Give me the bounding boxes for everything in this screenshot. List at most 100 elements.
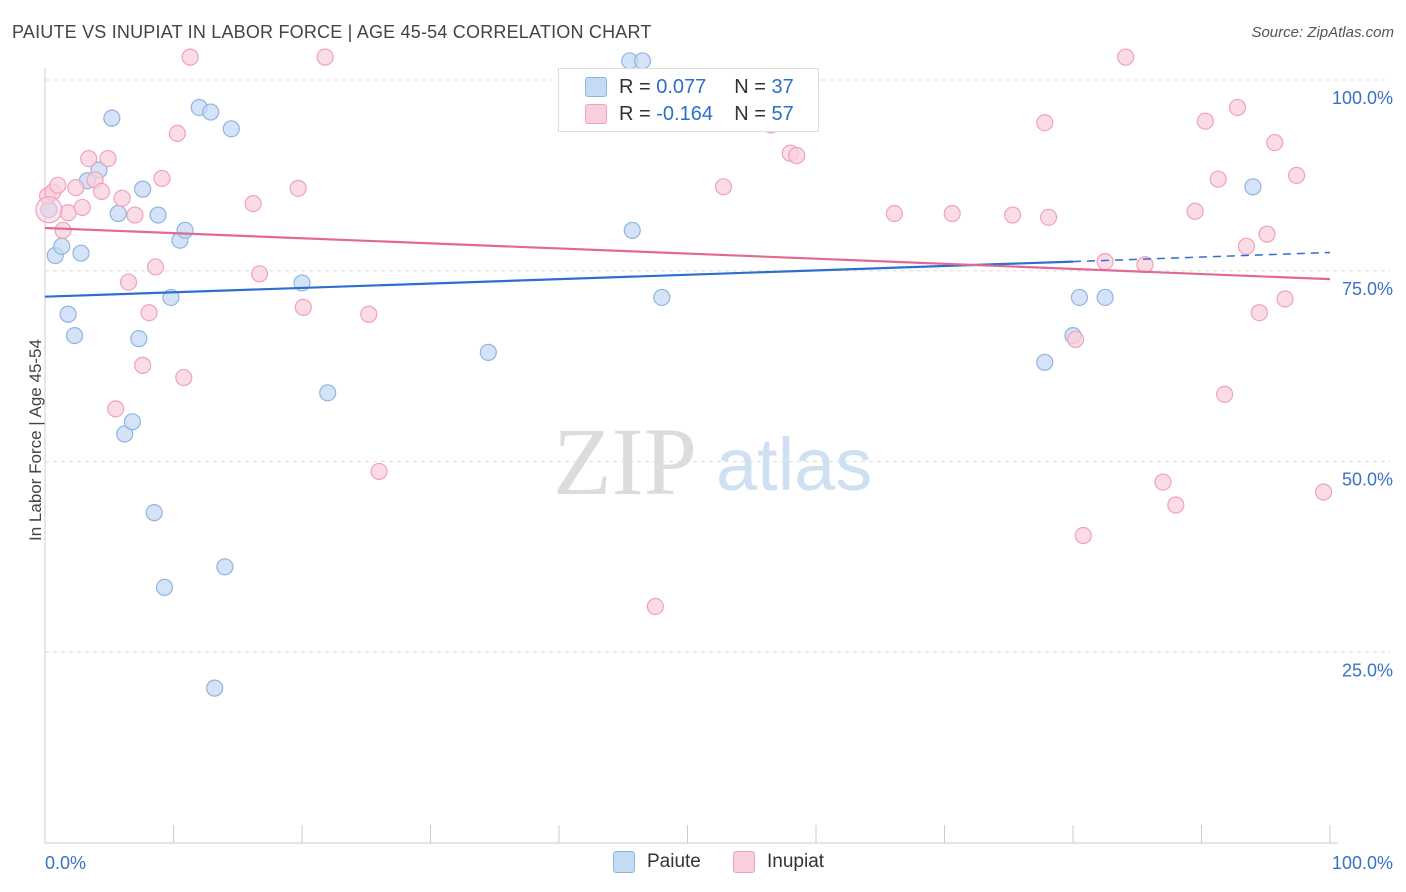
inupiat-point-41 [1096, 252, 1114, 271]
inupiat-point-34 [885, 204, 903, 223]
paiute-swatch [585, 77, 607, 97]
paiute-point-10 [116, 425, 134, 443]
paiute-point-26 [319, 384, 337, 402]
y-axis-label: In Labor Force | Age 45-54 [26, 339, 45, 541]
inupiat-point-27 [360, 305, 378, 323]
paiute-point-9 [109, 204, 127, 223]
inupiat-point-21 [181, 48, 199, 66]
inupiat-point-38 [1039, 208, 1058, 226]
inupiat-point-30 [714, 178, 733, 196]
paiute-point-16 [155, 578, 174, 596]
inupiat-point-49 [1216, 385, 1234, 403]
inupiat-point-50 [1228, 98, 1247, 117]
inupiat-point-11 [107, 400, 125, 418]
inupiat-point-46 [1186, 202, 1204, 220]
inupiat-point-35 [943, 204, 961, 223]
inupiat-point-12 [113, 189, 131, 207]
y-tick-label-100: 100.0% [1332, 88, 1393, 108]
tick-labels: 25.0% 50.0% 75.0% 100.0% 0.0% 100.0% [45, 88, 1393, 873]
inupiat-point-26 [316, 48, 334, 66]
inupiat-point-large [35, 196, 63, 224]
inupiat-point-54 [1266, 133, 1284, 152]
paiute-point-21 [202, 103, 220, 121]
inupiat-n-value: 57 [771, 102, 794, 125]
inupiat-point-18 [153, 169, 171, 188]
paiute-legend-swatch [613, 851, 635, 873]
inupiat-point-15 [134, 356, 152, 374]
inupiat-legend-swatch [733, 851, 755, 873]
inupiat-point-2 [49, 176, 67, 194]
paiute-point-15 [149, 206, 167, 224]
inupiat-point-24 [289, 179, 307, 197]
y-axis-label-wrap: In Labor Force | Age 45-54 [16, 310, 46, 570]
inupiat-point-45 [1167, 496, 1185, 514]
y-tick-label-25: 25.0% [1342, 660, 1393, 680]
paiute-point-2 [53, 237, 71, 255]
inupiat-point-36 [1004, 206, 1022, 224]
paiute-point-34 [1244, 178, 1262, 196]
inupiat-point-48 [1209, 170, 1227, 188]
watermark: ZIP atlas [553, 408, 872, 515]
inupiat-point-22 [244, 195, 262, 213]
paiute-point-4 [65, 327, 84, 345]
inupiat-point-37 [1036, 114, 1054, 132]
paiute-point-13 [134, 180, 152, 198]
inupiat-point-56 [1287, 166, 1306, 184]
inupiat-swatch [585, 104, 607, 124]
x-tick-label-min: 0.0% [45, 853, 86, 873]
inupiat-point-53 [1258, 225, 1276, 243]
inupiat-point-29 [646, 597, 664, 616]
inupiat-trend-line [44, 226, 1331, 281]
watermark-atlas: atlas [716, 423, 872, 506]
paiute-point-23 [216, 558, 234, 576]
legend-item-inupiat[interactable]: Inupiat [733, 851, 824, 873]
inupiat-point-57 [1314, 483, 1333, 501]
trend-lines [44, 226, 1331, 298]
y-tick-label-50: 50.0% [1342, 470, 1393, 490]
gridlines [45, 79, 1390, 653]
watermark-zip: ZIP [553, 408, 697, 515]
inupiat-point-3 [54, 221, 72, 239]
inupiat-point-42 [1117, 48, 1135, 66]
paiute-point-29 [653, 288, 671, 307]
paiute-n-value: 37 [771, 75, 794, 98]
paiute-point-24 [222, 120, 240, 138]
inupiat-point-52 [1250, 304, 1268, 322]
inupiat-point-39 [1066, 330, 1085, 349]
inupiat-point-5 [67, 178, 85, 197]
x-tick-label-max: 100.0% [1332, 853, 1393, 873]
paiute-point-22 [206, 679, 224, 697]
legend-item-paiute[interactable]: Paiute [613, 851, 701, 873]
inupiat-n-label: N = [734, 102, 772, 125]
data-points [35, 48, 1333, 697]
inupiat-point-6 [73, 198, 91, 217]
paiute-point-12 [130, 330, 148, 348]
paiute-point-8 [103, 109, 121, 127]
y-tick-label-75: 75.0% [1342, 279, 1393, 299]
inupiat-point-55 [1276, 290, 1294, 308]
stats-legend-row-paiute: R = 0.077 N = 37 [585, 74, 794, 100]
inupiat-point-14 [126, 206, 144, 224]
inupiat-point-10 [99, 149, 117, 168]
inupiat-point-28 [370, 462, 388, 481]
paiute-point-30 [1036, 353, 1054, 371]
paiute-point-36 [633, 52, 652, 70]
paiute-r-value: 0.077 [656, 75, 707, 98]
paiute-point-5 [72, 244, 90, 262]
inupiat-point-33 [788, 146, 806, 165]
paiute-point-33 [1096, 288, 1114, 307]
inupiat-point-20 [175, 368, 193, 387]
inupiat-point-13 [119, 273, 138, 291]
inupiat-point-7 [80, 149, 98, 168]
paiute-point-28 [623, 221, 641, 239]
inupiat-r-value: -0.164 [656, 102, 713, 125]
inupiat-point-17 [146, 258, 165, 276]
chart-title: PAIUTE VS INUPIAT IN LABOR FORCE | AGE 4… [12, 22, 652, 42]
paiute-trend-line [44, 260, 1074, 298]
paiute-trend-extension [1072, 251, 1331, 263]
paiute-n-label: N = [734, 75, 772, 98]
inupiat-point-51 [1237, 237, 1256, 255]
inupiat-point-16 [140, 304, 158, 322]
legend-label-inupiat: Inupiat [767, 851, 825, 872]
